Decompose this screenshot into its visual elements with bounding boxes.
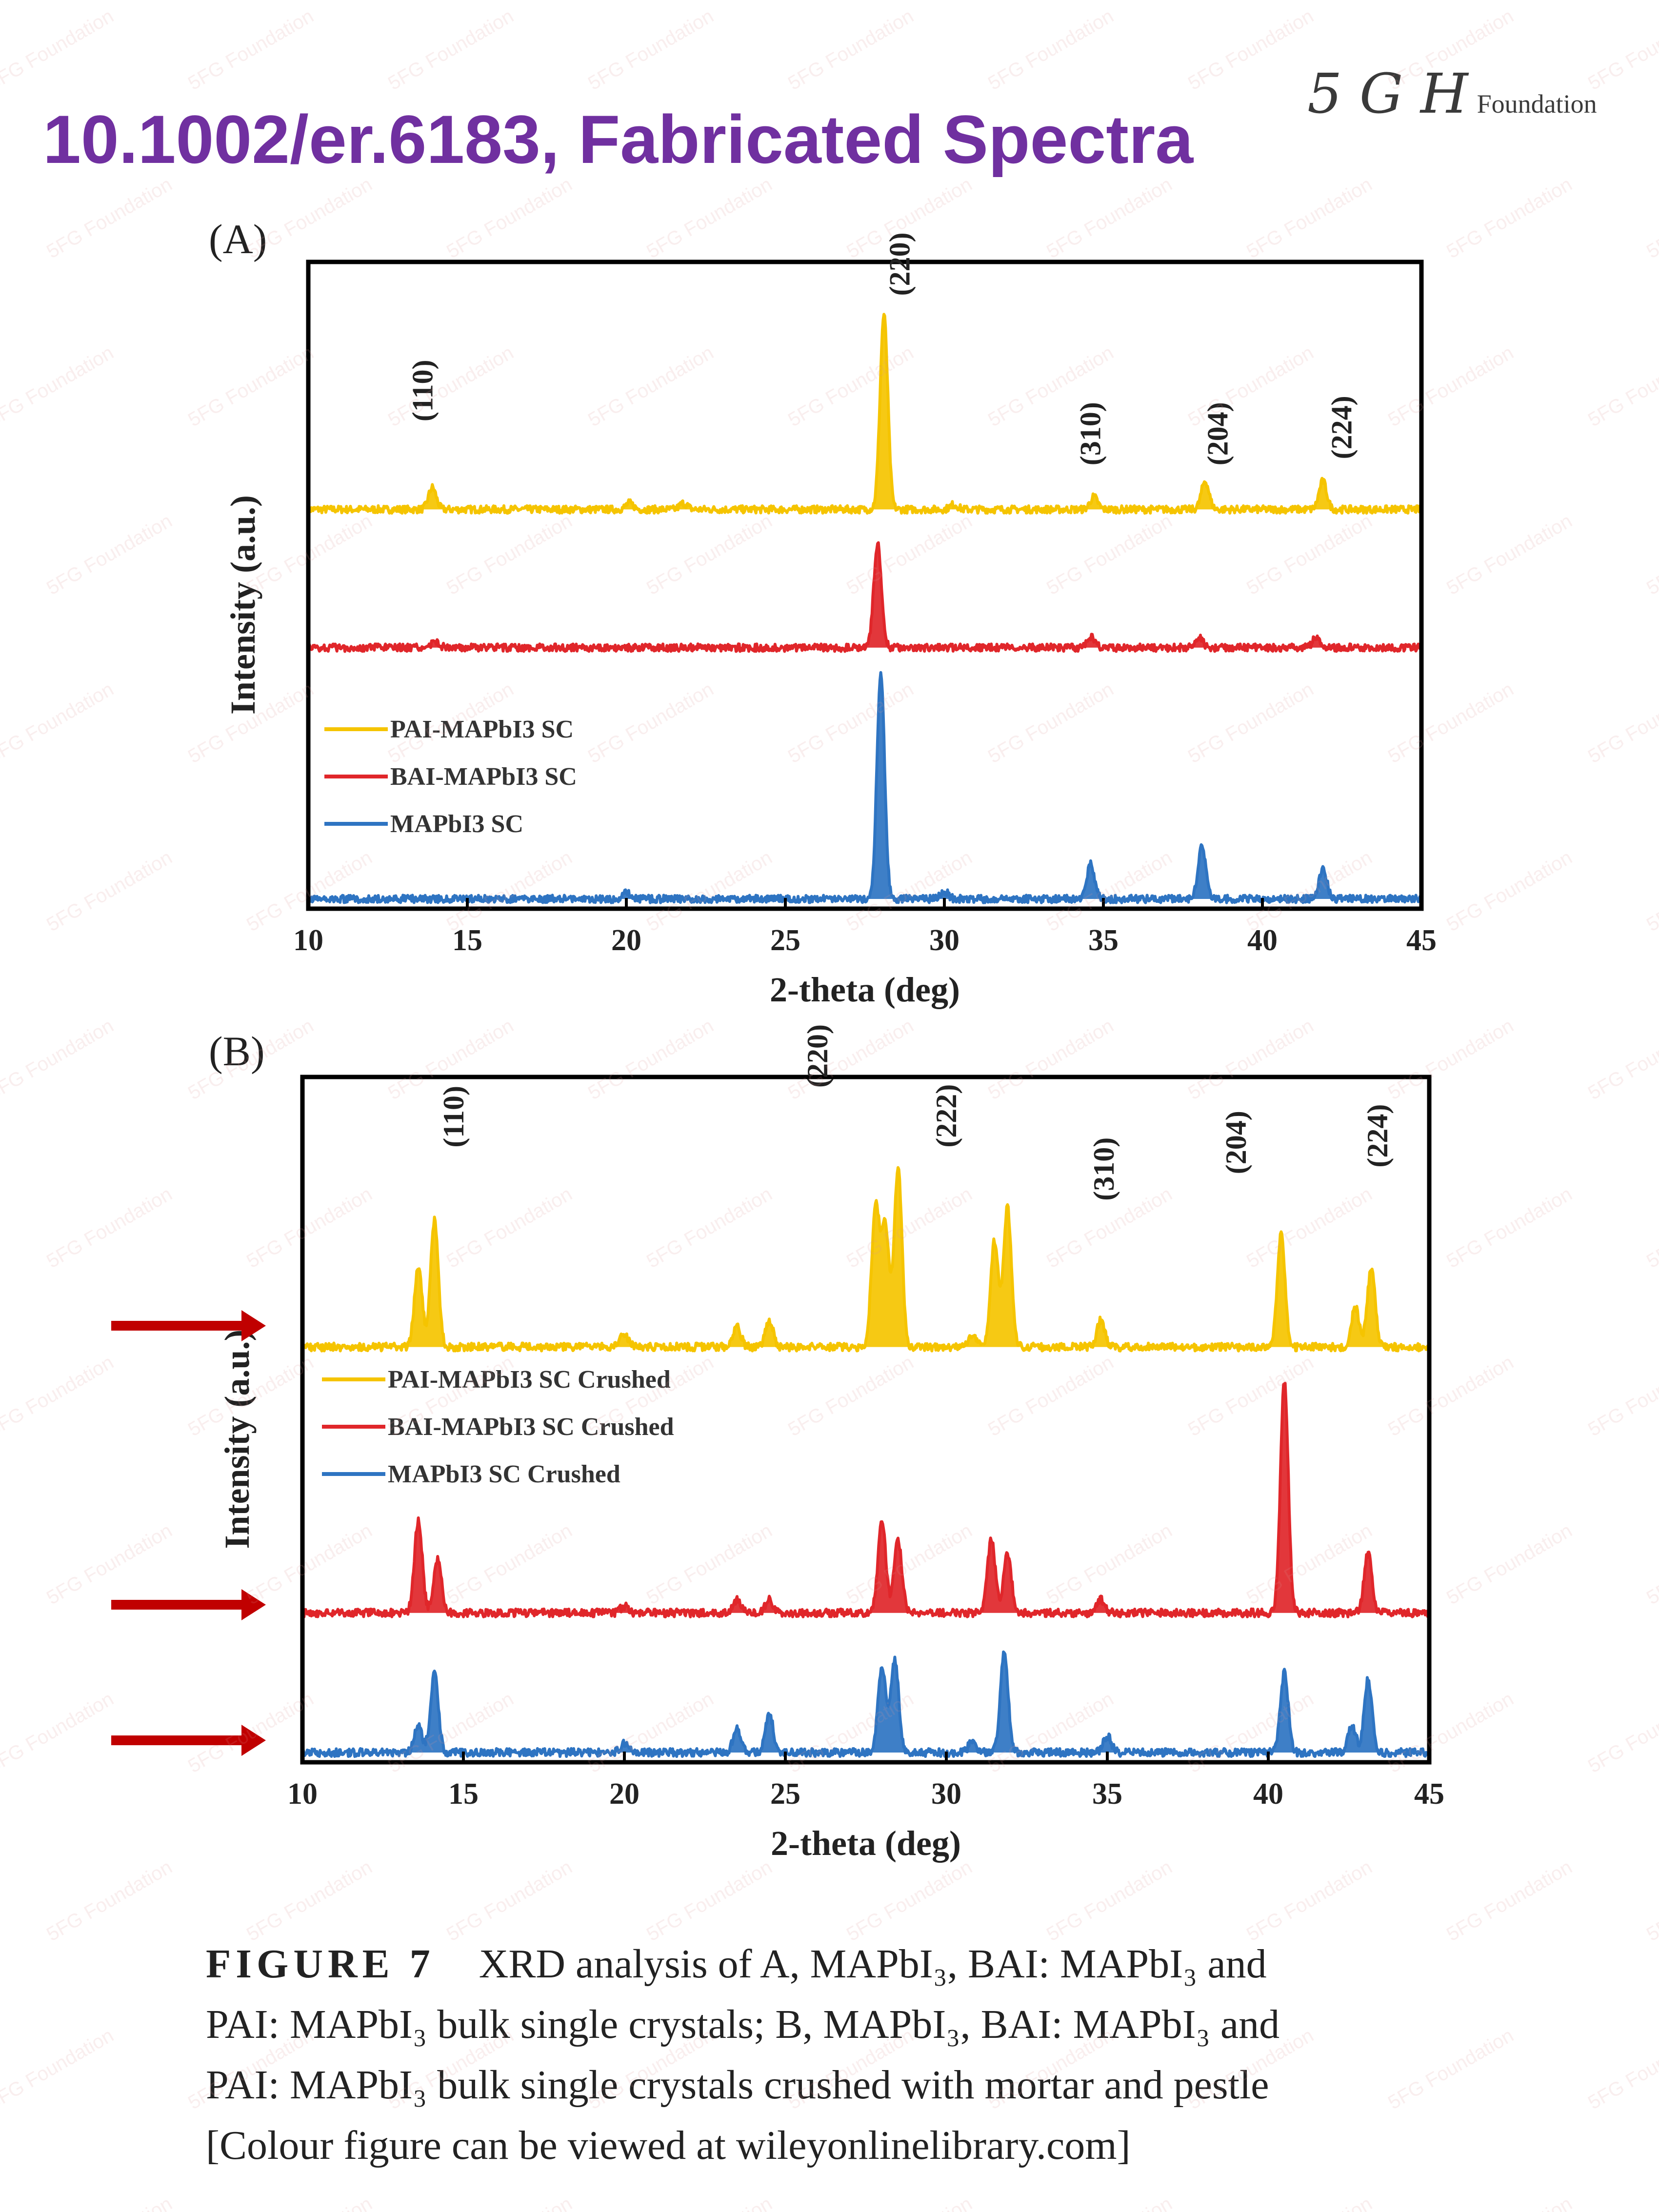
x-tick-label: 20	[611, 924, 641, 957]
legend-label: MAPbI3 SC	[390, 810, 523, 838]
logo-word: Foundation	[1477, 89, 1597, 119]
legend-label: MAPbI3 SC Crushed	[388, 1460, 620, 1488]
series-fill-1	[302, 1383, 1429, 1617]
x-tick-label: 45	[1414, 1777, 1444, 1811]
figure-number: FIGURE 7	[206, 1941, 435, 1987]
x-tick-label: 45	[1406, 924, 1437, 957]
plot-frame	[306, 259, 1424, 911]
x-axis-label: 2-theta (deg)	[770, 970, 960, 1009]
x-tick-label: 10	[287, 1777, 318, 1811]
series-fill-2	[302, 1652, 1429, 1757]
peak-label: (110)	[406, 359, 439, 421]
figure-caption: FIGURE 7 XRD analysis of A, MAPbI₃, BAI: …	[206, 1934, 1523, 2176]
x-tick-label: 35	[1092, 1777, 1122, 1811]
series-line-2	[307, 671, 1423, 904]
x-tick-label: 20	[609, 1777, 640, 1811]
x-tick-label: 25	[770, 1777, 800, 1811]
peak-label: (310)	[1088, 1137, 1120, 1201]
peak-label: (110)	[438, 1086, 470, 1148]
legend-label: BAI-MAPbI3 SC	[390, 763, 577, 791]
peak-label: (222)	[930, 1084, 962, 1148]
series-line-0	[301, 1166, 1431, 1353]
peak-label: (204)	[1220, 1111, 1252, 1174]
series-line-1	[307, 541, 1423, 653]
caption-line-2: PAI: MAPbI₃ bulk single crystals; B, MAP…	[206, 2002, 1280, 2047]
chart-panel-a: 10 15 20 25 30 35 40 45 2-theta (deg) Intensity (…	[223, 233, 1437, 1009]
series-line-1	[301, 1381, 1431, 1618]
arrow-head	[241, 1725, 266, 1756]
series-fill-0	[308, 314, 1421, 514]
peak-label: (310)	[1074, 402, 1106, 465]
peak-label: (224)	[1361, 1104, 1394, 1168]
chart-panel-b: 10 15 20 25 30 35 40 45 2-theta (deg) Intensity (…	[218, 1024, 1444, 1863]
x-tick-label: 35	[1088, 924, 1119, 957]
x-tick-label: 30	[931, 1777, 961, 1811]
x-tick-label: 10	[293, 924, 323, 957]
series-fill-0	[302, 1167, 1429, 1351]
peak-label: (220)	[801, 1024, 834, 1088]
x-tick-label: 40	[1253, 1777, 1283, 1811]
x-tick-label: 30	[929, 924, 959, 957]
annotation-arrows	[111, 1310, 266, 1756]
logo-mark: 5 G H	[1307, 62, 1468, 126]
legend-label: PAI-MAPbI3 SC	[390, 716, 574, 743]
panel-a-label: (A)	[209, 216, 267, 262]
peak-label: (220)	[883, 233, 916, 296]
series-line-0	[307, 313, 1422, 515]
arrow-head	[241, 1589, 266, 1620]
y-axis-label: Intensity (a.u.)	[223, 495, 262, 715]
foundation-logo: 5 G H Foundation	[1307, 62, 1597, 126]
x-axis-label: 2-theta (deg)	[771, 1824, 961, 1863]
x-tick-label: 40	[1247, 924, 1278, 957]
x-tick-label: 25	[770, 924, 800, 957]
legend-label: PAI-MAPbI3 SC Crushed	[388, 1366, 671, 1394]
slide-title: 10.1002/er.6183, Fabricated Spectra	[43, 101, 1194, 178]
series-fill-1	[308, 542, 1421, 652]
x-tick-label: 15	[452, 924, 482, 957]
plot-frame	[300, 1075, 1432, 1765]
x-tick-label: 15	[448, 1777, 479, 1811]
peak-label: (224)	[1326, 396, 1358, 459]
arrow-head	[241, 1310, 266, 1341]
caption-line-4: [Colour figure can be viewed at wileyonl…	[206, 2123, 1131, 2168]
panel-b-label: (B)	[209, 1028, 265, 1075]
legend-label: BAI-MAPbI3 SC Crushed	[388, 1413, 674, 1441]
series-line-2	[301, 1650, 1431, 1758]
caption-line-1: XRD analysis of A, MAPbI₃, BAI: MAPbI₃ a…	[479, 1941, 1267, 1987]
peak-label: (204)	[1201, 402, 1234, 465]
y-axis-label: Intensity (a.u.)	[218, 1329, 257, 1549]
caption-line-3: PAI: MAPbI₃ bulk single crystals crushed…	[206, 2062, 1269, 2108]
